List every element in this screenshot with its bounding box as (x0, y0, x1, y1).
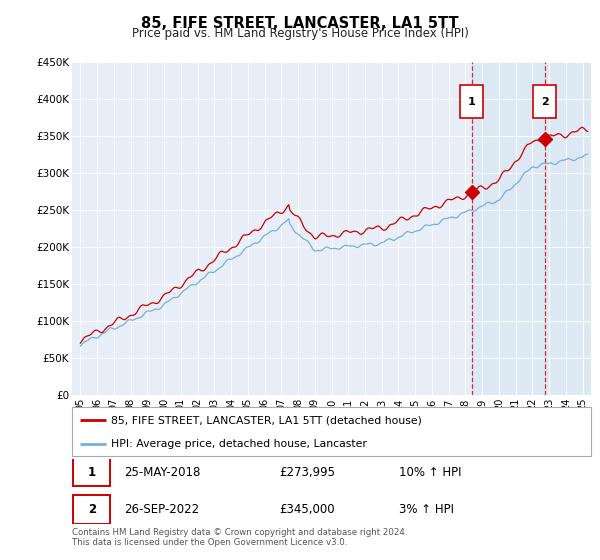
Text: HPI: Average price, detached house, Lancaster: HPI: Average price, detached house, Lanc… (111, 439, 367, 449)
Text: 2: 2 (541, 96, 548, 106)
Bar (545, 62, 591, 395)
Text: 3% ↑ HPI: 3% ↑ HPI (399, 503, 454, 516)
Text: £273,995: £273,995 (280, 465, 335, 479)
Text: 25-MAY-2018: 25-MAY-2018 (124, 465, 200, 479)
Text: 2: 2 (88, 503, 96, 516)
Text: 26-SEP-2022: 26-SEP-2022 (124, 503, 199, 516)
FancyBboxPatch shape (73, 495, 110, 524)
Text: Contains HM Land Registry data © Crown copyright and database right 2024.
This d: Contains HM Land Registry data © Crown c… (72, 528, 407, 547)
FancyBboxPatch shape (73, 458, 110, 486)
Text: 1: 1 (468, 96, 476, 106)
FancyBboxPatch shape (533, 85, 556, 118)
FancyBboxPatch shape (460, 85, 484, 118)
Text: 85, FIFE STREET, LANCASTER, LA1 5TT: 85, FIFE STREET, LANCASTER, LA1 5TT (141, 16, 459, 31)
Text: 85, FIFE STREET, LANCASTER, LA1 5TT (detached house): 85, FIFE STREET, LANCASTER, LA1 5TT (det… (111, 416, 422, 426)
Text: £345,000: £345,000 (280, 503, 335, 516)
Bar (472, 62, 545, 395)
Text: 1: 1 (88, 465, 96, 479)
Text: Price paid vs. HM Land Registry's House Price Index (HPI): Price paid vs. HM Land Registry's House … (131, 27, 469, 40)
Text: 10% ↑ HPI: 10% ↑ HPI (399, 465, 461, 479)
